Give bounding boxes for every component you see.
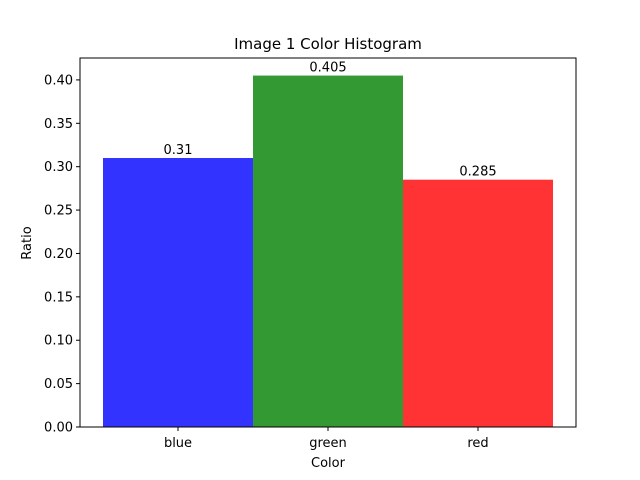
chart-title: Image 1 Color Histogram xyxy=(234,35,422,53)
y-tick-label-5: 0.25 xyxy=(44,204,73,219)
bars-group xyxy=(103,75,553,428)
bar-green xyxy=(253,75,403,428)
y-tick-label-3: 0.15 xyxy=(44,290,73,305)
data-labels-group: 0.31 0.405 0.285 xyxy=(164,61,497,180)
x-axis-label: Color xyxy=(311,456,346,471)
plot-frame xyxy=(79,57,577,428)
data-label-green: 0.405 xyxy=(309,61,346,76)
data-label-red: 0.285 xyxy=(459,165,496,180)
data-label-blue: 0.31 xyxy=(164,143,193,158)
bar-red xyxy=(403,179,553,427)
y-tick-label-7: 0.35 xyxy=(44,117,73,132)
y-tick-label-6: 0.30 xyxy=(44,160,73,175)
x-tick-label-green: green xyxy=(309,436,347,451)
y-tick-label-1: 0.05 xyxy=(44,377,73,392)
y-tick-label-2: 0.10 xyxy=(44,334,73,349)
bar-blue xyxy=(103,158,253,427)
x-tick-label-red: red xyxy=(467,436,488,451)
x-tick-label-blue: blue xyxy=(164,436,192,451)
y-axis: 0.00 0.05 0.10 0.15 0.20 0.25 0.30 0.35 0.40 xyxy=(44,73,80,436)
y-axis-label: Ratio xyxy=(20,226,35,259)
y-tick-label-8: 0.40 xyxy=(44,73,73,88)
y-tick-label-0: 0.00 xyxy=(44,421,73,436)
y-tick-label-4: 0.20 xyxy=(44,247,73,262)
x-axis: blue green red xyxy=(164,427,489,451)
